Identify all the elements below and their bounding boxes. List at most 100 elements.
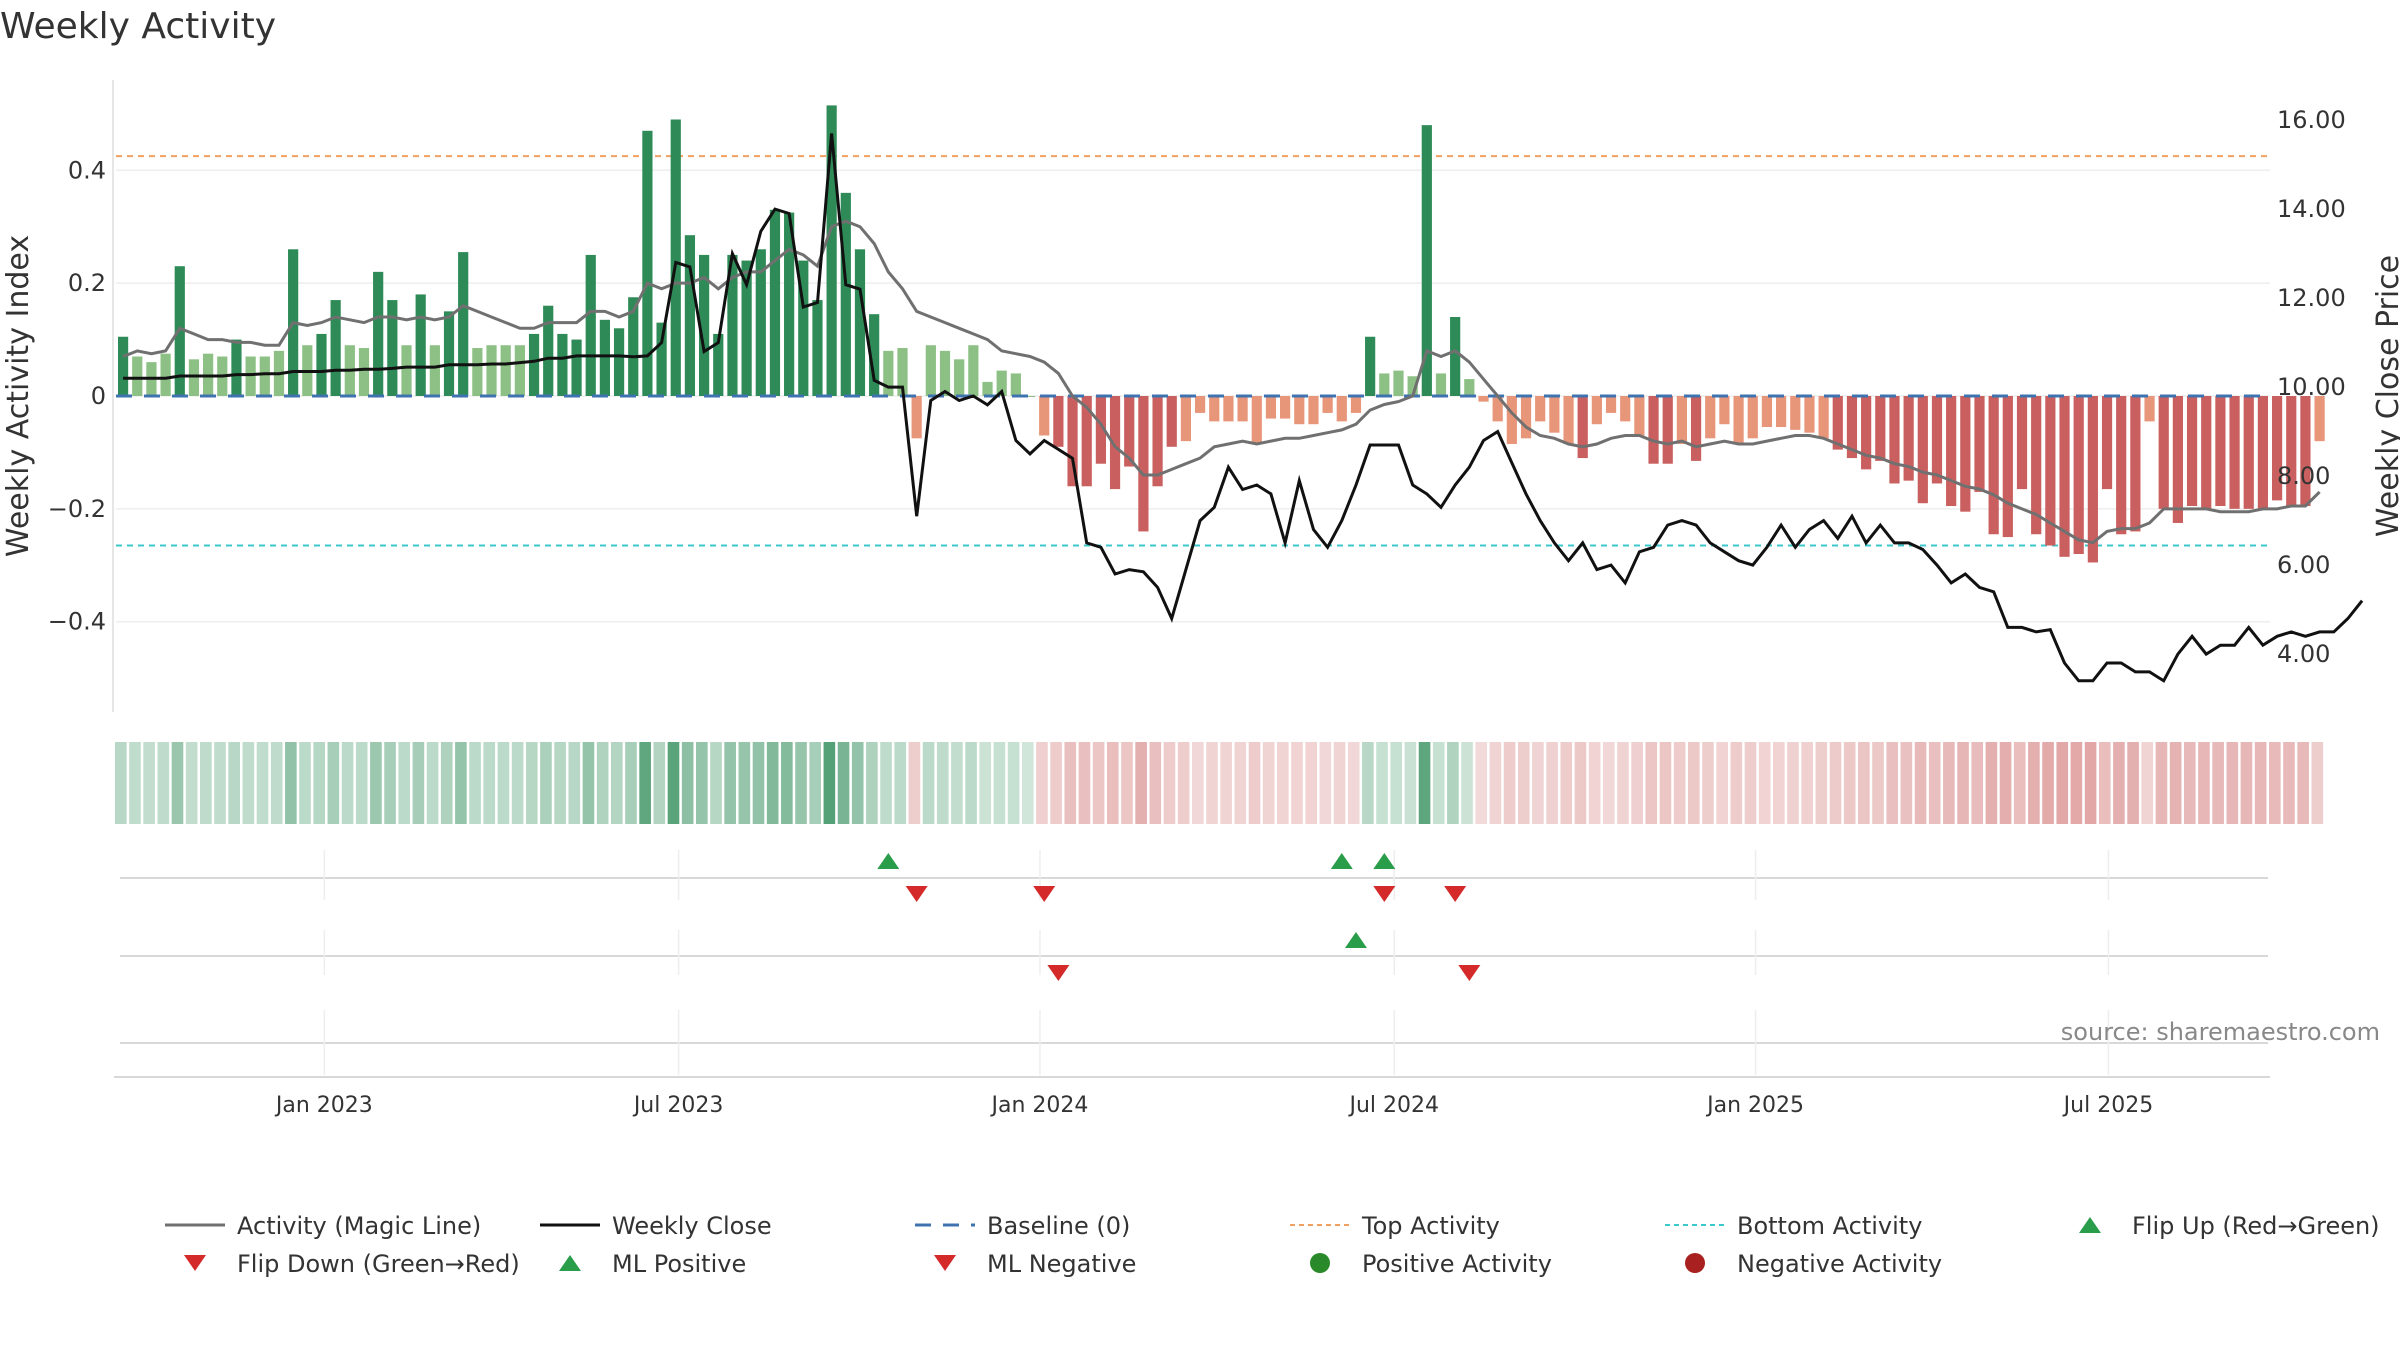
heat-cell xyxy=(426,742,439,824)
heat-cell xyxy=(582,742,595,824)
activity-bar xyxy=(2087,396,2098,563)
heat-cell xyxy=(823,742,836,824)
activity-bar xyxy=(1591,396,1602,425)
heat-cell xyxy=(1815,742,1828,824)
activity-bar xyxy=(585,254,596,396)
flip-up-marker xyxy=(1330,853,1353,869)
activity-bar xyxy=(713,333,724,396)
activity-bar xyxy=(1931,396,1943,484)
heat-cell xyxy=(171,742,184,824)
activity-bar xyxy=(1450,317,1461,396)
heat-cell xyxy=(2113,742,2125,824)
activity-bar xyxy=(316,333,327,396)
heat-cell xyxy=(2183,742,2196,824)
activity-bar xyxy=(117,336,129,396)
heat-cell xyxy=(1234,742,1247,824)
activity-bar xyxy=(1223,396,1234,422)
left-tick-label: −0.4 xyxy=(48,608,106,636)
activity-bar xyxy=(2144,396,2155,422)
activity-bar xyxy=(925,345,936,396)
right-tick-label: 6.00 xyxy=(2277,551,2330,579)
heat-cell xyxy=(2254,742,2267,824)
heat-cell xyxy=(639,742,651,824)
heat-cell xyxy=(355,742,368,824)
heat-cell xyxy=(696,742,708,824)
heat-cell xyxy=(1602,742,1615,824)
activity-bar xyxy=(670,119,681,396)
activity-bar xyxy=(1690,396,1702,461)
activity-bar xyxy=(1988,396,1999,535)
activity-bar xyxy=(2059,396,2070,557)
heat-cell xyxy=(1872,742,1884,824)
legend-label: Activity (Magic Line) xyxy=(237,1212,481,1240)
heat-cell xyxy=(1517,742,1530,824)
main-panel: 0.4 0.2 0 −0.2 −0.4 16.00 14.00 12.00 10.00 8.00… xyxy=(1,80,2400,712)
activity-bar xyxy=(911,396,922,439)
heat-cell xyxy=(1220,742,1232,824)
activity-bar xyxy=(358,348,370,396)
activity-bar xyxy=(755,249,766,396)
left-axis-ticks: 0.4 0.2 0 −0.2 −0.4 xyxy=(48,156,106,635)
right-tick-label: 16.00 xyxy=(2277,106,2346,134)
left-tick-label: 0.4 xyxy=(68,156,106,184)
heat-cell xyxy=(1588,742,1601,824)
heat-cell xyxy=(1801,742,1813,824)
legend-swatch-ml-positive xyxy=(559,1255,581,1271)
activity-bar xyxy=(2016,396,2028,490)
activity-heat-strip xyxy=(115,742,2324,824)
activity-bar xyxy=(2300,396,2311,507)
heat-cell xyxy=(1702,742,1714,824)
activity-bar xyxy=(798,260,809,396)
heat-cell xyxy=(1092,742,1105,824)
heat-cell xyxy=(2098,742,2111,824)
activity-bar xyxy=(500,345,511,396)
activity-bar xyxy=(429,345,440,396)
legend-label: Positive Activity xyxy=(1362,1250,1552,1278)
activity-bar xyxy=(1124,396,1135,467)
activity-bar xyxy=(613,328,625,396)
heat-cell xyxy=(710,742,722,824)
activity-bar xyxy=(954,359,965,396)
activity-bar xyxy=(1308,396,1319,425)
heat-cell xyxy=(1914,742,1927,824)
heat-cell xyxy=(993,742,1006,824)
heat-cell xyxy=(313,742,326,824)
activity-bar xyxy=(458,252,469,396)
heat-cell xyxy=(795,742,807,824)
activity-bar xyxy=(2286,396,2297,507)
activity-bar xyxy=(1024,396,1036,397)
activity-bar xyxy=(1804,396,1815,433)
flip-markers xyxy=(184,853,2101,1271)
activity-bar xyxy=(1109,396,1121,490)
activity-bar xyxy=(1379,373,1390,396)
heat-cell xyxy=(1106,742,1119,824)
flip-up-marker xyxy=(877,853,900,869)
activity-bar xyxy=(1393,370,1404,396)
activity-bar xyxy=(1464,379,1475,396)
heat-cell xyxy=(1560,742,1573,824)
heat-cell xyxy=(851,742,864,824)
heat-cell xyxy=(724,742,736,824)
activity-bar xyxy=(1563,396,1574,444)
heat-cell xyxy=(1192,742,1204,824)
activity-bar xyxy=(571,339,582,396)
activity-bar xyxy=(869,314,880,396)
activity-bar xyxy=(1818,396,1829,439)
heat-cell xyxy=(2070,742,2083,824)
heat-cell xyxy=(610,742,623,824)
right-tick-label: 4.00 xyxy=(2277,640,2330,668)
activity-bar xyxy=(259,356,270,396)
x-tick-label: Jan 2024 xyxy=(989,1093,1088,1118)
activity-bar xyxy=(1634,396,1645,436)
heat-cell xyxy=(1362,742,1374,824)
activity-bar xyxy=(996,370,1007,396)
activity-bar xyxy=(727,254,738,396)
activity-bar xyxy=(1861,396,1872,470)
heat-cell xyxy=(2084,742,2097,824)
activity-bar xyxy=(1322,396,1333,413)
heat-cell xyxy=(596,742,609,824)
activity-bar xyxy=(443,311,455,396)
activity-bar xyxy=(1492,396,1503,422)
heat-cell xyxy=(1163,742,1176,824)
legend-label: Bottom Activity xyxy=(1737,1212,1922,1240)
